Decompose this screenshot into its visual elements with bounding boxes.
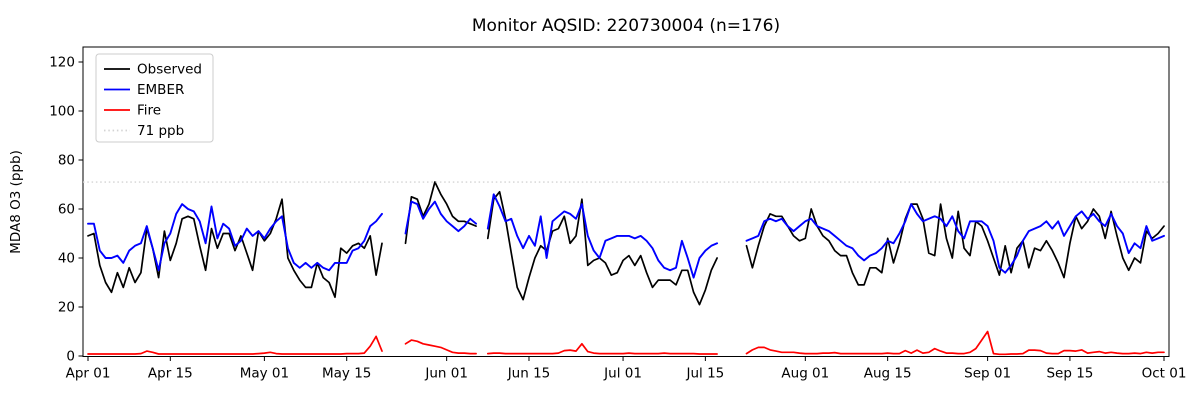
x-tick-label: Oct 01 (1142, 366, 1187, 382)
y-tick-label: 40 (58, 251, 75, 267)
fire-path (404, 339, 477, 355)
chart-title: Monitor AQSID: 220730004 (n=176) (472, 16, 780, 36)
legend-item-observed: Observed (104, 62, 202, 78)
plot-border (82, 46, 1170, 357)
y-tick-label: 120 (49, 55, 75, 71)
legend-box (95, 53, 214, 143)
fire-path (745, 330, 1165, 356)
x-tick-label: Aug 01 (781, 366, 829, 382)
legend-item-71-ppb: 71 ppb (104, 123, 184, 139)
y-tick-label: 100 (49, 104, 75, 120)
legend-label: Observed (137, 62, 202, 78)
fire-path (486, 342, 718, 355)
x-tick-label: Sep 15 (1046, 366, 1093, 382)
observed-path (745, 203, 1165, 286)
legend-label: EMBER (137, 82, 184, 98)
observed-line (87, 181, 1165, 306)
fire-line (87, 330, 1165, 356)
observed-path (404, 181, 477, 245)
ember-path (404, 200, 478, 235)
x-tick-label: Aug 15 (864, 366, 912, 382)
legend: Observed EMBER Fire 71 ppb (95, 53, 214, 143)
y-axis: 0 20 40 60 80 100 120 (49, 55, 83, 365)
fire-path (87, 335, 383, 355)
y-tick-label: 0 (66, 349, 75, 365)
x-tick-label: Jul 15 (685, 366, 724, 382)
legend-label: 71 ppb (137, 123, 184, 139)
y-tick-label: 80 (58, 153, 75, 169)
y-tick-label: 20 (58, 300, 75, 316)
ember-path (745, 203, 1165, 274)
legend-item-fire: Fire (104, 103, 161, 119)
plot-area: 0 20 40 60 80 100 120 Apr 01 Apr 15 May 01 May 15 J… (49, 46, 1187, 382)
x-tick-label: Jul 01 (603, 366, 642, 382)
legend-item-ember: EMBER (104, 82, 184, 98)
legend-label: Fire (137, 103, 161, 119)
x-axis: Apr 01 Apr 15 May 01 May 15 Jun 01 Jun 15 Jul … (66, 356, 1187, 382)
x-tick-label: Apr 15 (148, 366, 193, 382)
x-tick-label: May 01 (240, 366, 289, 382)
ember-path (87, 203, 383, 272)
x-tick-label: Jun 01 (424, 366, 468, 382)
observed-path (486, 190, 718, 306)
x-tick-label: Sep 01 (964, 366, 1011, 382)
x-tick-label: May 15 (322, 366, 371, 382)
x-tick-label: Apr 01 (66, 366, 111, 382)
y-tick-label: 60 (58, 202, 75, 218)
ember-path (486, 193, 719, 279)
ember-line (87, 193, 1165, 279)
x-tick-label: Jun 15 (507, 366, 551, 382)
observed-path (87, 198, 383, 299)
y-axis-label: MDA8 O3 (ppb) (8, 150, 24, 254)
